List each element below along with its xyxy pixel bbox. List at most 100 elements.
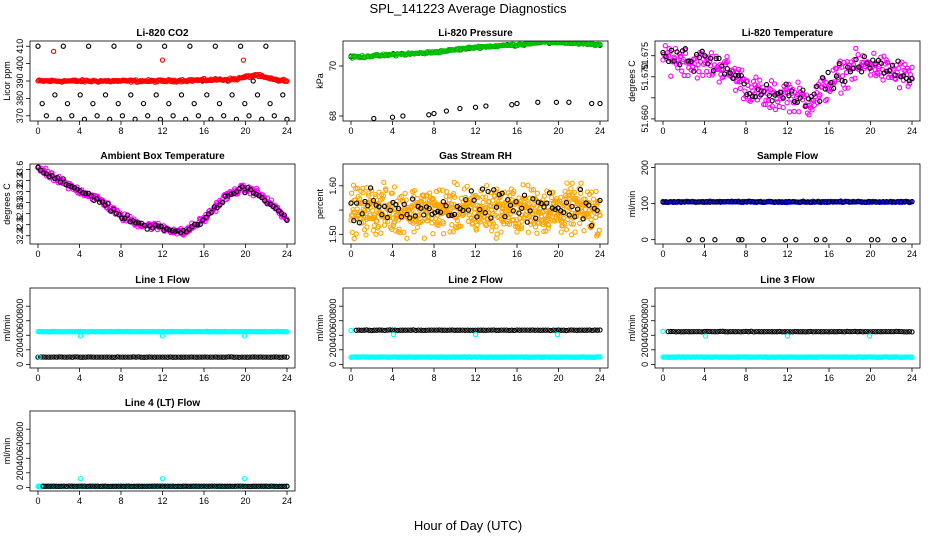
data-point	[152, 483, 158, 489]
data-point	[668, 47, 675, 53]
data-point	[519, 327, 525, 333]
data-point	[440, 199, 446, 205]
data-point	[667, 199, 673, 205]
x-tick-label: 4	[702, 126, 707, 136]
data-point	[261, 194, 268, 200]
data-point	[348, 217, 354, 223]
data-point	[80, 354, 86, 360]
data-point	[718, 199, 724, 205]
x-tick-label: 0	[35, 249, 40, 259]
x-tick-label: 20	[865, 126, 875, 136]
y-tick-label: 32.8	[15, 205, 25, 223]
data-point	[77, 92, 83, 98]
data-point	[561, 200, 567, 206]
x-tick-label: 16	[512, 373, 522, 383]
y-tick-label: 200	[15, 342, 25, 357]
data-point	[66, 182, 72, 189]
data-point	[833, 66, 839, 72]
x-tick-label: 16	[199, 496, 209, 506]
data-point	[513, 209, 519, 215]
data-point	[39, 100, 45, 107]
data-point	[743, 328, 749, 335]
data-point	[77, 475, 84, 482]
data-point	[783, 81, 789, 87]
data-point	[782, 89, 789, 95]
data-point	[853, 45, 859, 52]
data-point	[576, 185, 582, 192]
data-point	[374, 327, 380, 333]
data-point	[130, 354, 137, 360]
data-point	[670, 328, 677, 335]
series-cyan-low	[36, 354, 42, 360]
data-point	[208, 209, 215, 215]
data-point	[822, 237, 828, 243]
data-point	[207, 354, 213, 360]
data-point	[563, 199, 570, 206]
y-tick-label: 600	[15, 436, 25, 451]
x-tick-label: 12	[470, 126, 480, 136]
data-point	[437, 209, 444, 215]
y-axis-label: Licor ppm	[2, 61, 12, 101]
data-point	[449, 212, 455, 218]
data-point	[170, 483, 176, 489]
data-point	[172, 228, 178, 234]
data-point	[246, 113, 252, 119]
data-point	[501, 327, 507, 333]
data-point	[902, 199, 908, 205]
data-point	[660, 199, 666, 205]
data-point	[255, 354, 261, 360]
data-point	[740, 328, 747, 335]
data-point	[181, 354, 187, 360]
data-point	[596, 227, 602, 233]
data-point	[159, 483, 166, 489]
data-point	[88, 193, 94, 199]
data-points	[660, 198, 915, 243]
data-point	[528, 187, 534, 193]
y-tick-label: 68	[328, 111, 338, 121]
data-point	[452, 194, 458, 200]
data-point	[364, 224, 370, 230]
y-tick-label: 51.670	[640, 63, 650, 91]
data-point	[249, 354, 256, 360]
data-point	[880, 77, 886, 83]
data-point	[526, 213, 533, 220]
data-point	[82, 483, 88, 489]
data-point	[90, 100, 96, 107]
data-point	[128, 483, 135, 490]
data-point	[204, 354, 211, 360]
y-axis-label: kPa	[315, 73, 325, 89]
data-point	[496, 192, 502, 198]
data-point	[162, 483, 168, 489]
data-point	[757, 199, 764, 205]
x-tick-label: 0	[348, 126, 353, 136]
data-point	[563, 327, 569, 334]
y-tick-label: 400	[640, 328, 650, 343]
data-point	[68, 184, 75, 190]
data-point	[240, 483, 246, 489]
data-point	[875, 57, 882, 64]
data-point	[271, 354, 277, 360]
data-point	[150, 225, 156, 231]
data-point	[403, 197, 409, 203]
y-tick-label: 200	[328, 342, 338, 357]
data-point	[535, 99, 541, 105]
panel-title: Line 1 Flow	[135, 275, 190, 286]
data-point	[53, 483, 59, 489]
x-tick-label: 12	[782, 126, 792, 136]
data-point	[284, 483, 290, 489]
data-point	[61, 354, 68, 360]
data-point	[449, 327, 455, 333]
data-point	[753, 74, 759, 80]
x-tick-label: 12	[470, 373, 480, 383]
data-point	[467, 327, 473, 333]
data-point	[69, 113, 75, 119]
data-point	[77, 354, 84, 360]
data-point	[561, 202, 567, 209]
data-point	[813, 237, 820, 243]
x-tick-label: 12	[782, 249, 792, 259]
data-point	[885, 59, 891, 66]
data-point	[95, 483, 101, 489]
data-point	[489, 218, 495, 224]
panel-line4: Line 4 (LT) Flow 0 4 8 12 16 20 24 0 200400600800…	[2, 398, 296, 506]
data-points	[35, 43, 290, 121]
